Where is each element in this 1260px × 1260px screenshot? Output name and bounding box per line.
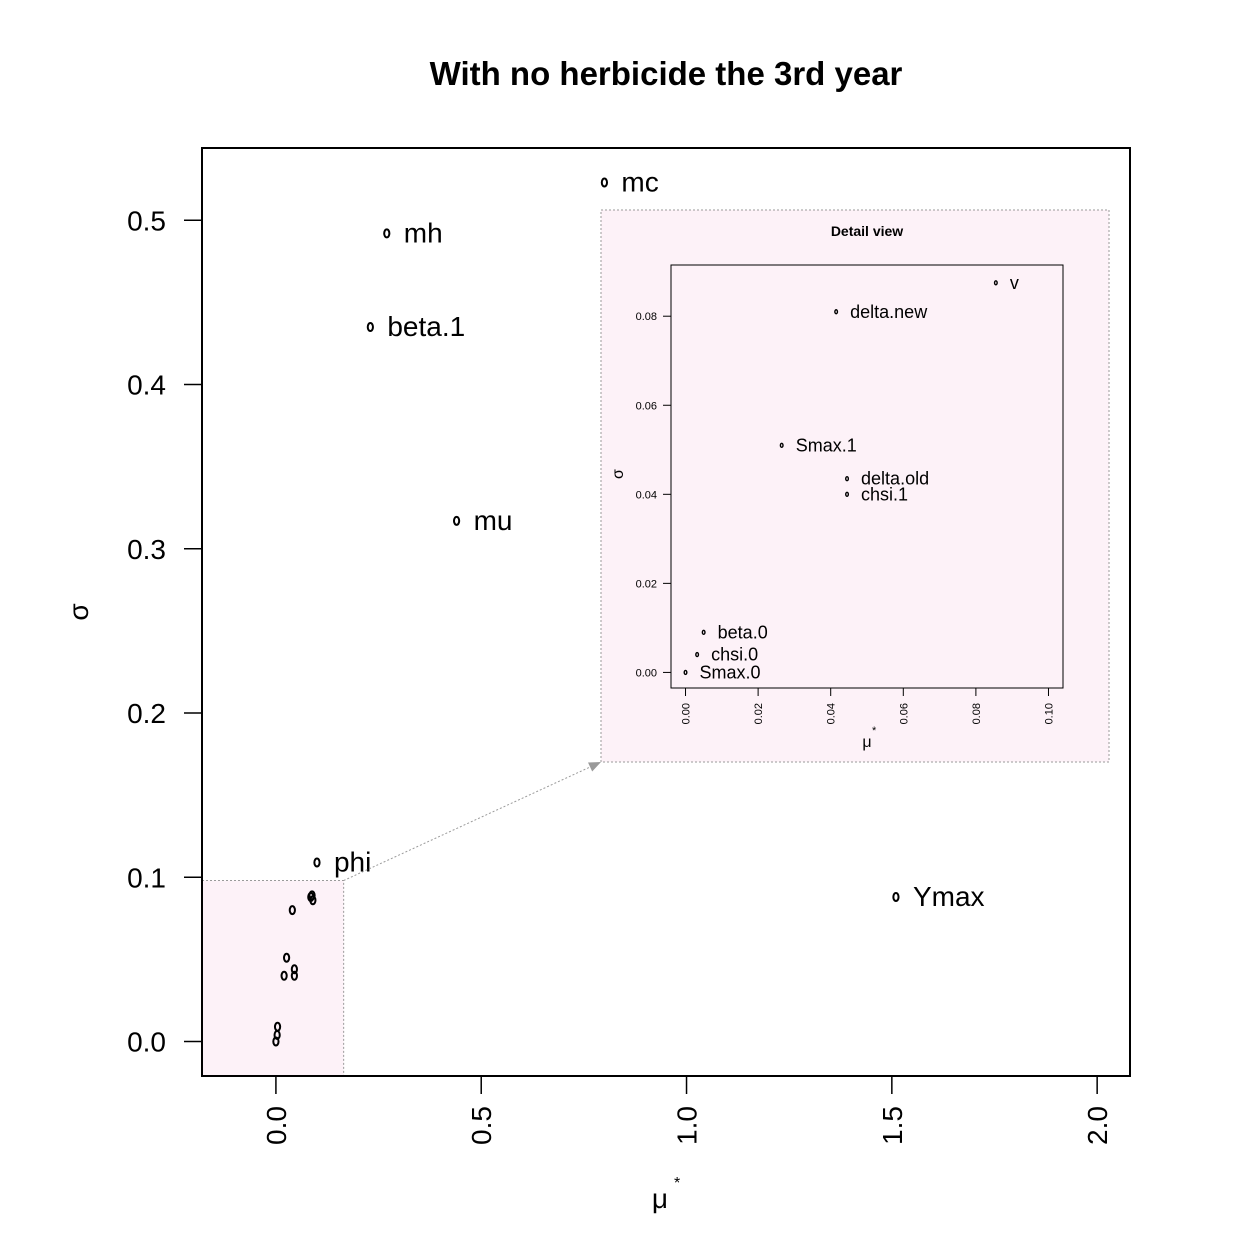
inset-point-label: Smax.1: [796, 435, 857, 455]
data-point: [272, 1036, 280, 1047]
inset-point-label: beta.0: [718, 622, 768, 642]
y-tick-label: 0.2: [127, 698, 166, 729]
x-tick-label: 2.0: [1082, 1106, 1113, 1145]
inset-x-axis-label: μ: [862, 734, 871, 751]
inset-point-label: Smax.0: [700, 662, 761, 682]
point-label: mc: [621, 166, 658, 197]
inset-y-tick-label: 0.00: [636, 667, 657, 679]
inset-y-tick-label: 0.06: [636, 400, 657, 412]
main-x-axis-label: μ: [652, 1183, 668, 1214]
x-tick-label: 1.5: [877, 1106, 908, 1145]
point-label: mh: [404, 217, 443, 248]
inset-x-tick-label: 0.06: [898, 703, 910, 724]
inset-x-axis-label-superscript: *: [872, 725, 877, 737]
inset-y-axis-label: σ: [610, 469, 627, 479]
inset-point-label: delta.old: [861, 469, 929, 489]
inset-data-point: [683, 669, 688, 676]
inset-data-point: [845, 491, 850, 498]
inset-data-point: [834, 309, 839, 315]
y-tick-label: 0.0: [127, 1027, 166, 1058]
inset-x-tick-label: 0.02: [753, 703, 765, 724]
main-labeled-points: mc mh beta.1 mu phi Ymax: [313, 166, 985, 912]
x-tick-label: 1.0: [672, 1106, 703, 1145]
y-tick-label: 0.3: [127, 534, 166, 565]
inset-point-label: chsi.1: [861, 484, 908, 504]
inset-y-tick-label: 0.02: [636, 578, 657, 590]
zoom-connector-arrowhead: [588, 762, 601, 772]
inset-data-point: [701, 629, 706, 636]
inset-y-axis: 0.00 0.02 0.04 0.06 0.08: [636, 311, 672, 679]
data-point: [600, 177, 609, 188]
detail-view-inset: Detail view vdelta.newSmax.1delta.oldchs…: [600, 209, 1110, 763]
inset-y-tick-label: 0.08: [636, 311, 657, 323]
inset-x-tick-label: 0.10: [1043, 703, 1055, 724]
point-label: phi: [334, 846, 371, 877]
zoom-region: [201, 880, 345, 1077]
point-label: Ymax: [913, 881, 985, 912]
inset-point-label: chsi.0: [711, 645, 758, 665]
main-y-axis-label: σ: [63, 603, 94, 620]
main-x-axis-label-superscript: *: [674, 1175, 680, 1192]
inset-data-point: [779, 442, 784, 449]
inset-data-point: [993, 280, 998, 286]
data-point: [383, 228, 391, 239]
chart-title: With no herbicide the 3rd year: [430, 55, 903, 92]
inset-data-point: [845, 476, 850, 482]
inset-title: Detail view: [831, 223, 903, 239]
inset-x-tick-label: 0.04: [826, 703, 838, 724]
data-point: [290, 964, 298, 975]
inset-data-point: [695, 651, 700, 658]
main-unlabeled-points: [272, 890, 317, 1047]
data-point: [290, 970, 298, 981]
zoom-connector-arrow: [343, 761, 602, 881]
inset-x-tick-label: 0.00: [681, 703, 693, 724]
inset-point-label: delta.new: [850, 302, 928, 322]
inset-x-axis: 0.00 0.02 0.04 0.06 0.08 0.10: [681, 687, 1055, 724]
main-x-axis: 0.0 0.5 1.0 1.5 2.0: [261, 1075, 1113, 1145]
data-point: [288, 905, 296, 916]
data-point: [452, 515, 461, 526]
inset-background: [600, 209, 1110, 763]
x-tick-label: 0.5: [466, 1106, 497, 1145]
data-point: [282, 952, 291, 963]
point-label: beta.1: [387, 311, 465, 342]
data-point: [892, 891, 900, 902]
inset-x-tick-label: 0.08: [971, 703, 983, 724]
y-tick-label: 0.5: [127, 205, 166, 236]
data-point: [308, 890, 316, 901]
inset-point-label: v: [1010, 273, 1019, 293]
y-tick-label: 0.4: [127, 370, 166, 401]
main-y-axis: 0.0 0.1 0.2 0.3 0.4 0.5: [127, 205, 203, 1058]
data-point: [280, 970, 288, 981]
y-tick-label: 0.1: [127, 862, 166, 893]
data-point: [366, 322, 374, 333]
data-point: [309, 895, 317, 906]
inset-y-tick-label: 0.04: [636, 489, 657, 501]
data-point: [313, 857, 321, 868]
x-tick-label: 0.0: [261, 1106, 292, 1145]
point-label: mu: [474, 505, 513, 536]
